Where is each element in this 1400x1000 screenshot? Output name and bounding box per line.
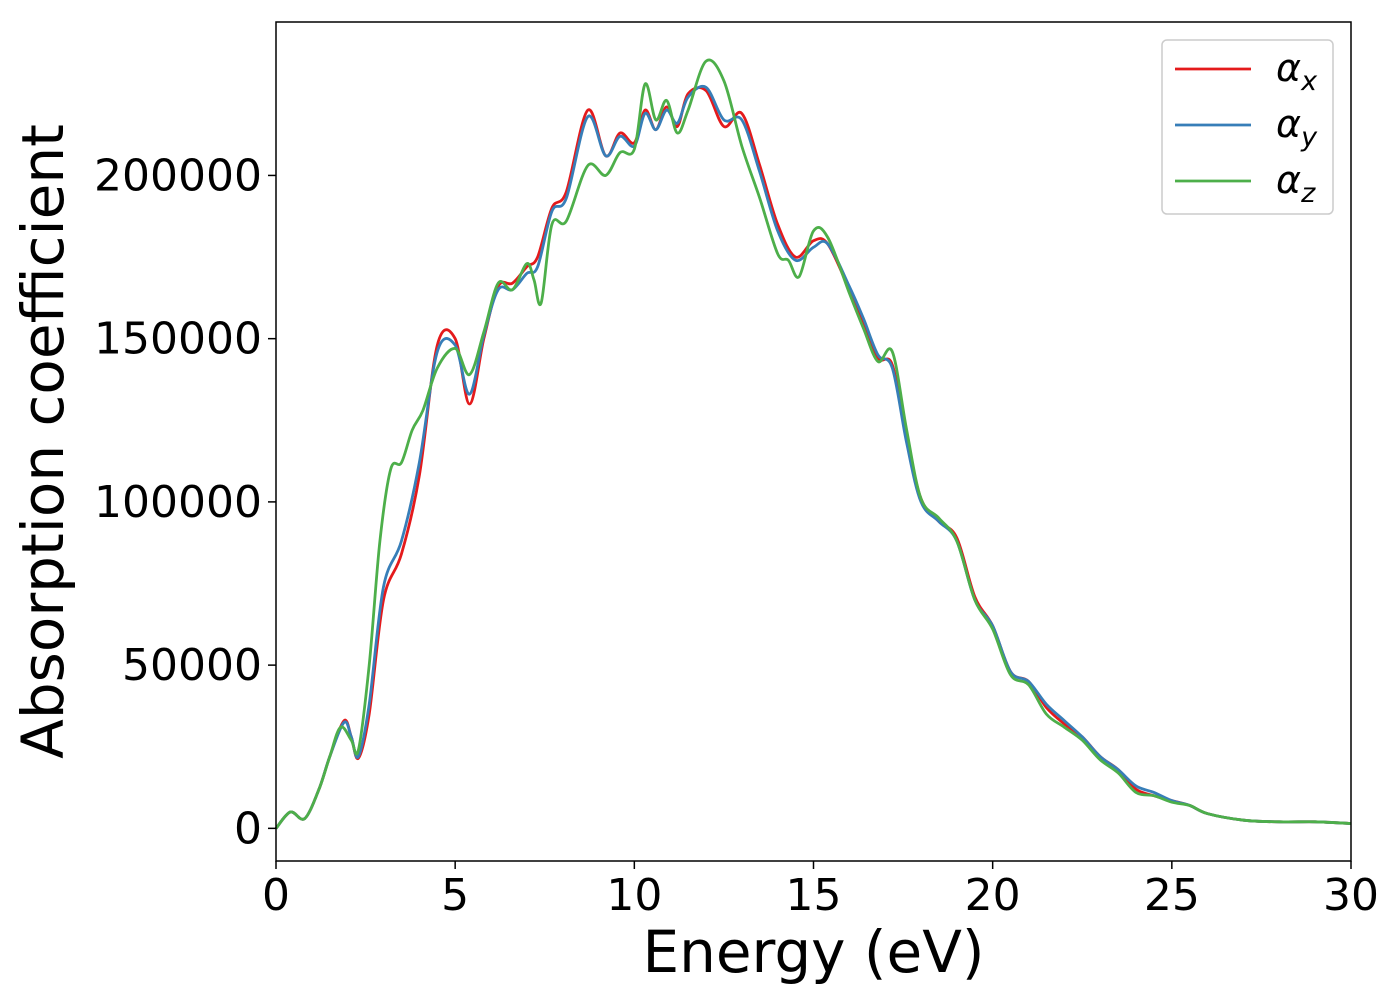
y-tick-label: 150000 [94,314,262,365]
legend-label-y: αy [1276,102,1318,153]
x-tick-label: 5 [441,870,469,921]
y-tick-label: 0 [234,803,262,854]
y-tick-label: 100000 [94,477,262,528]
series-line-y [274,84,1352,830]
legend-label-x: αx [1276,46,1318,97]
series-line-z [274,58,1352,830]
series-layer [274,58,1352,830]
x-axis-title: Energy (eV) [642,918,984,986]
x-axis: 0 5 10 15 20 25 30 [262,861,1379,921]
x-tick-label: 30 [1323,870,1379,921]
x-tick-label: 0 [262,870,290,921]
y-tick-label: 200000 [94,150,262,201]
x-tick-label: 10 [606,870,662,921]
x-tick-label: 20 [965,870,1021,921]
x-tick-label: 15 [786,870,842,921]
legend-box [1161,39,1334,215]
legend-label-z: αz [1276,158,1316,209]
y-axis: 0 50000 100000 150000 200000 [94,150,276,854]
y-axis-title: Absorption coefficient [9,124,77,759]
x-tick-label: 25 [1144,870,1200,921]
y-tick-label: 50000 [122,640,262,691]
